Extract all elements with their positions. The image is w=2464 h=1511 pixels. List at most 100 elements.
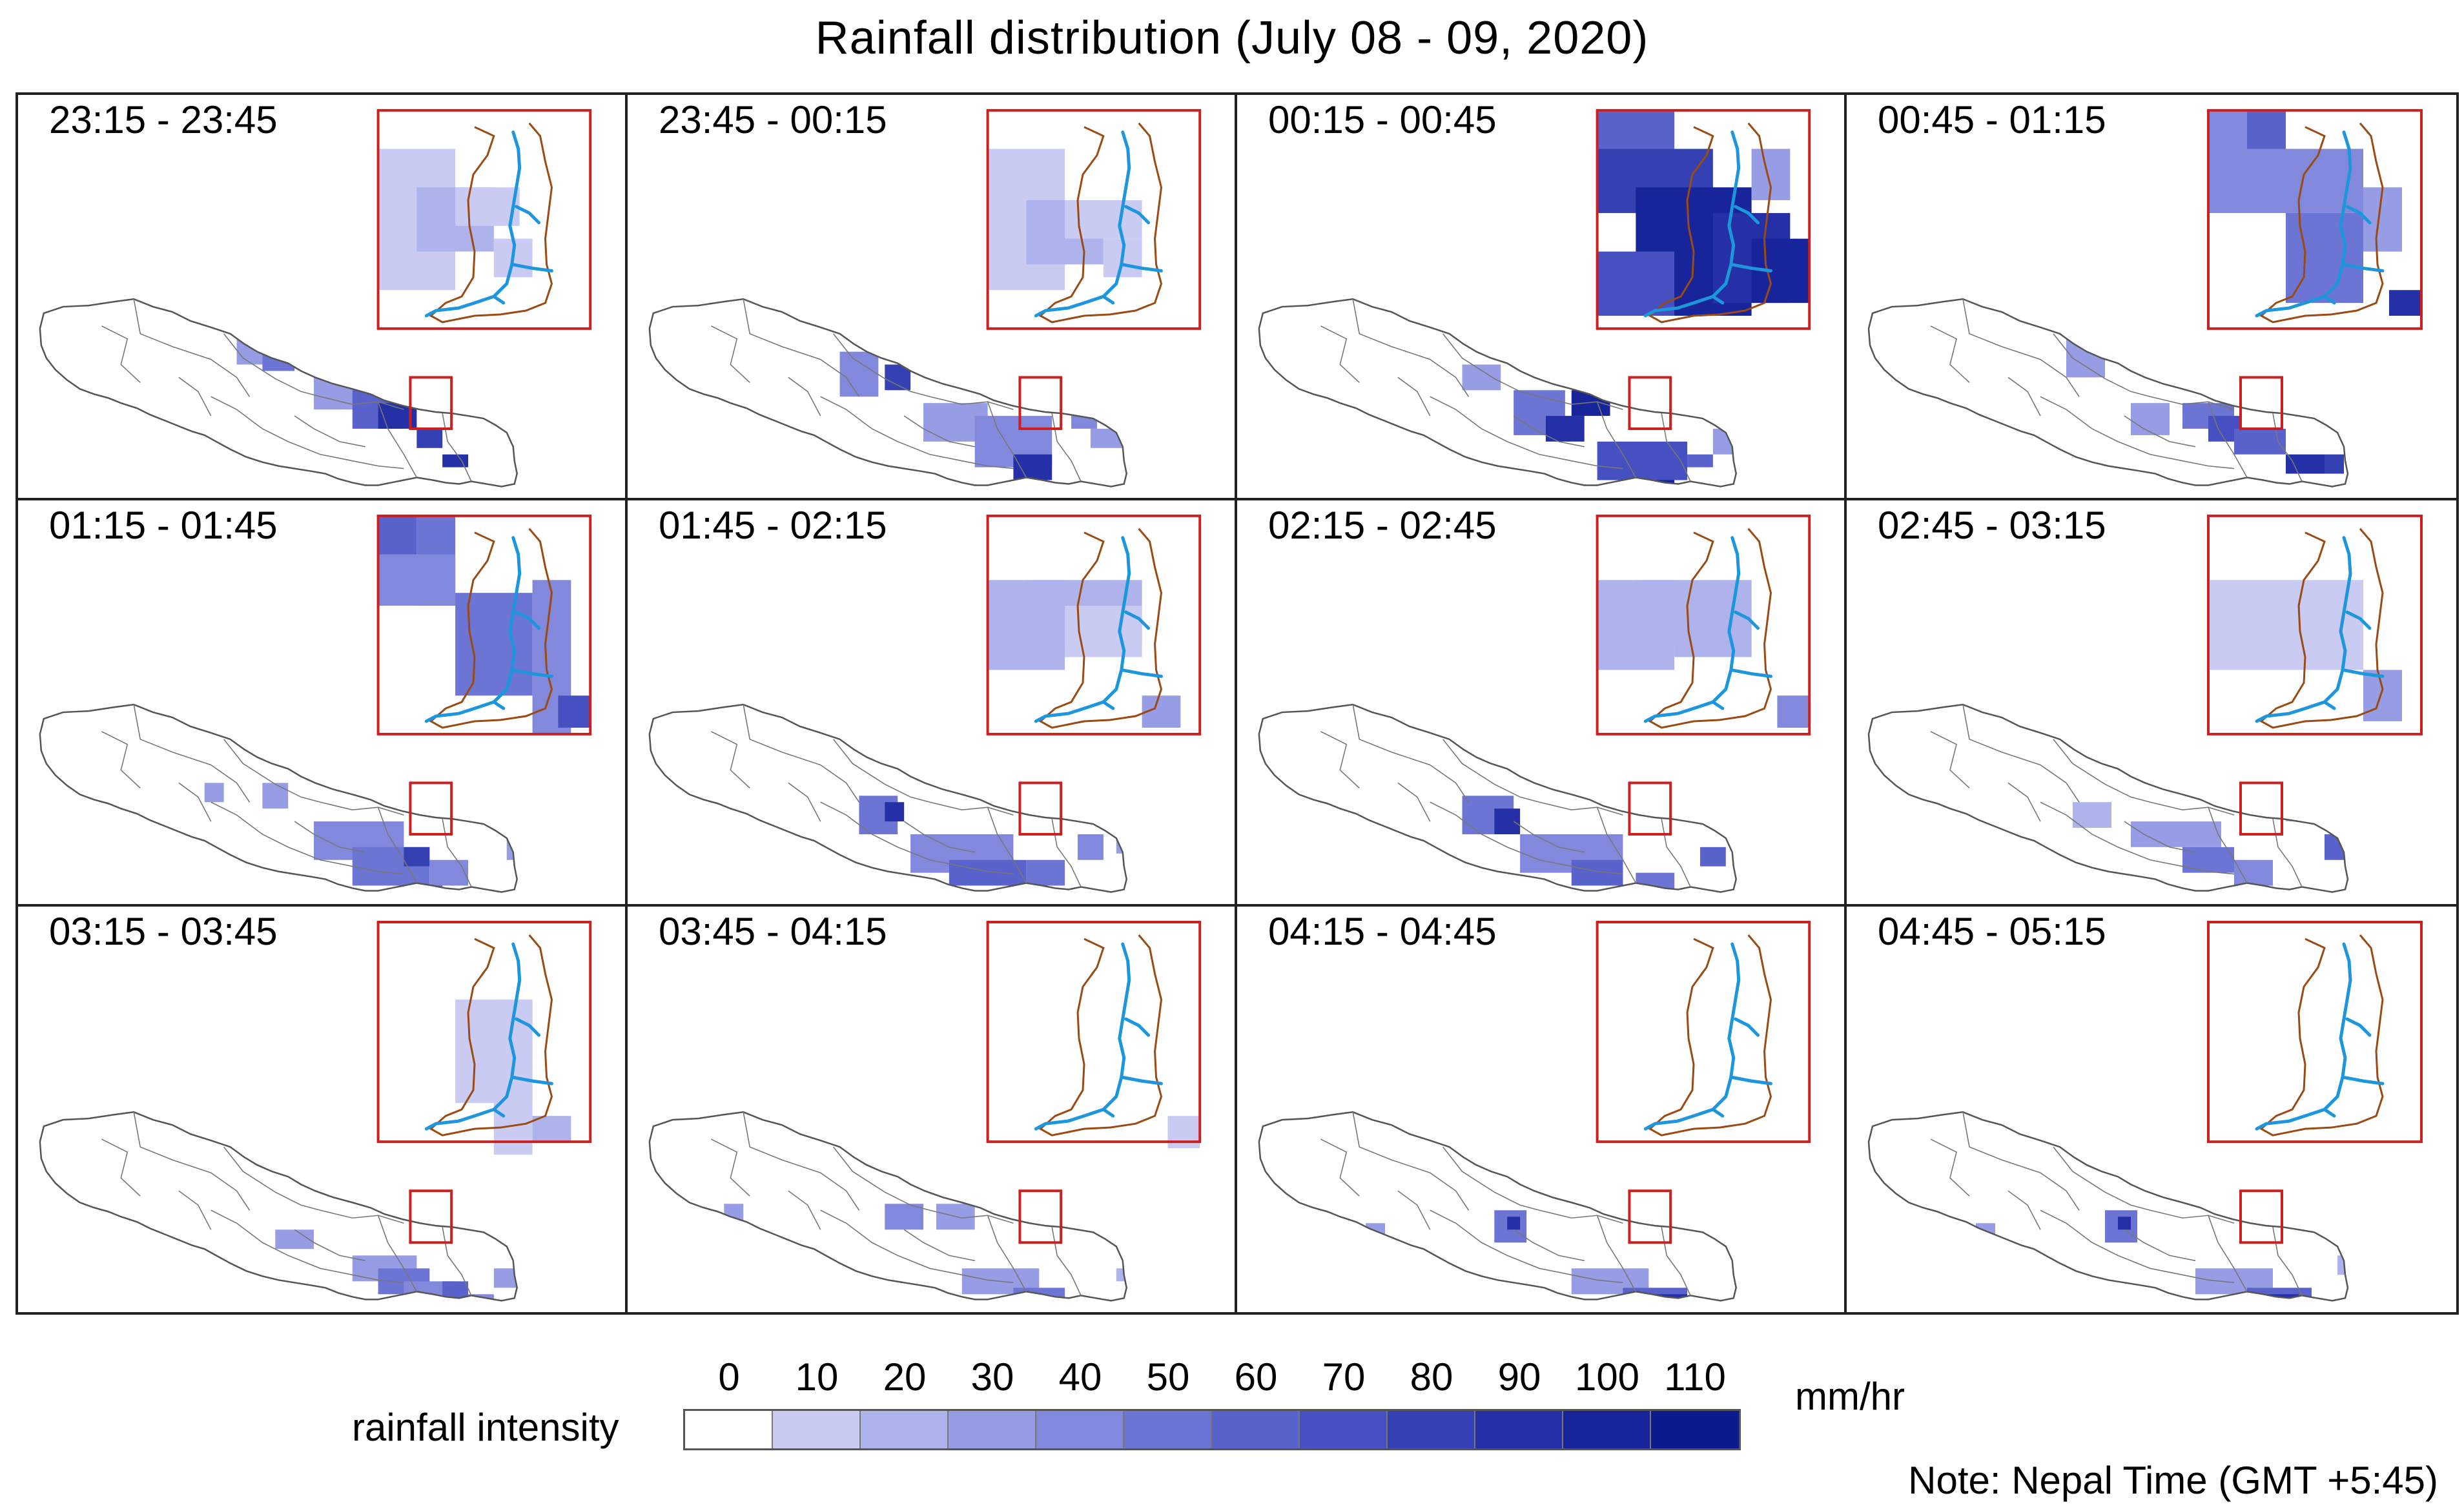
province-boundary [2150,801,2235,816]
province-boundary [929,396,1014,410]
province-boundary [1442,739,1540,803]
inset-box [376,515,592,736]
river-line [1643,942,1772,1131]
inset-map [376,515,592,736]
panel-time-label: 01:45 - 02:15 [659,504,887,548]
province-boundary [788,1190,821,1230]
legend-color-cell [861,1411,949,1448]
rainfall-cell [949,860,1027,886]
province-boundary [1352,298,1470,397]
province-boundary [320,396,404,410]
rainfall-cell [2234,860,2273,886]
legend-color-cell [1563,1411,1651,1448]
rainfall-cell [404,885,443,892]
river-line [1034,536,1163,723]
basin-boundary [1038,122,1163,324]
study-area-box [409,781,453,836]
nepal-map [1867,108,2423,488]
river-line [1034,942,1163,1131]
inset-map [376,920,592,1155]
province-boundary [1962,1111,2080,1211]
rainfall-cell [2337,1255,2348,1275]
rainfall-cell [455,899,481,904]
province-boundary [820,1209,1014,1283]
legend-tick-label: 30 [970,1355,1014,1399]
river-line [2255,536,2385,723]
inset-map [986,108,1202,330]
inset-rainfall-cell [1597,110,1675,149]
country-outline [1867,704,2349,894]
inset-box [2207,108,2423,330]
basin-boundary [2259,528,2384,729]
province-boundary [2040,396,2235,469]
inset-map [1596,108,1811,330]
legend-tick-label: 20 [883,1355,927,1399]
inset-rainfall-cell [2208,149,2363,213]
inset-map [2207,920,2423,1143]
rainfall-cell [2234,428,2286,455]
nepal-map [648,515,1202,894]
province-boundary [178,783,212,822]
rainfall-cell [2350,416,2389,442]
river-line [424,130,553,318]
inset-map [986,920,1202,1148]
study-area-box [2239,376,2283,430]
province-boundary [1397,783,1431,822]
rainfall-cell [1462,364,1501,391]
legend-color-cell [1036,1411,1124,1448]
province-boundary [1962,704,2080,803]
rainfall-cell [1026,860,1065,886]
river-line [424,536,553,723]
province-boundary [820,396,1014,469]
rainfall-cell [2325,454,2344,474]
province-boundary [1661,1226,1691,1296]
province-boundary [743,298,860,397]
inset-rainfall-cell [2208,110,2247,149]
province-boundary [1962,298,2080,397]
province-boundary [2208,401,2248,478]
inset-box [1596,920,1811,1143]
rainfall-cell [204,783,224,803]
rainfall-cell [885,1203,924,1229]
panel-time-label: 23:45 - 00:15 [659,98,887,141]
province-boundary [210,396,404,469]
nepal-map [1258,920,1811,1302]
province-boundary [2040,801,2235,875]
province-boundary [133,298,251,397]
basin-boundary [1648,122,1772,324]
rainfall-cell [1065,1300,1091,1312]
river-line [2255,942,2385,1131]
inset-box [986,515,1202,736]
rainfall-cells [839,351,1127,480]
legend-tick-label: 10 [795,1355,839,1399]
province-boundary [2124,821,2196,853]
legend-color-cell [685,1411,773,1448]
inset-rainfall-cell [2363,670,2402,722]
rainfall-cell [416,428,443,448]
province-boundary [133,1111,251,1211]
legend-tick-label: 50 [1146,1355,1190,1399]
province-boundary [2150,396,2235,410]
inset-map [2207,515,2423,736]
inset-rainfall-cell [558,695,591,728]
inset-box [986,108,1202,330]
province-boundary [929,1209,1014,1224]
inset-box [986,920,1202,1143]
province-boundary [1596,807,1637,884]
legend-color-cell [1300,1411,1388,1448]
rainfall-cell [2350,821,2383,847]
map-panel: 23:45 - 00:15 [628,95,1237,501]
rainfall-cell [262,783,289,809]
province-boundary [1930,731,1970,789]
rainfall-cell [1687,454,1713,468]
basin-boundary [1038,934,1163,1136]
province-boundary [788,783,821,822]
study-area-box [1628,781,1672,836]
study-area-box [1018,781,1063,836]
rainfall-cell [2376,442,2396,461]
nepal-map [39,920,592,1302]
province-boundary [2124,415,2196,447]
study-area-box [409,376,453,430]
inset-map [2207,108,2423,330]
province-boundary [2053,739,2151,803]
